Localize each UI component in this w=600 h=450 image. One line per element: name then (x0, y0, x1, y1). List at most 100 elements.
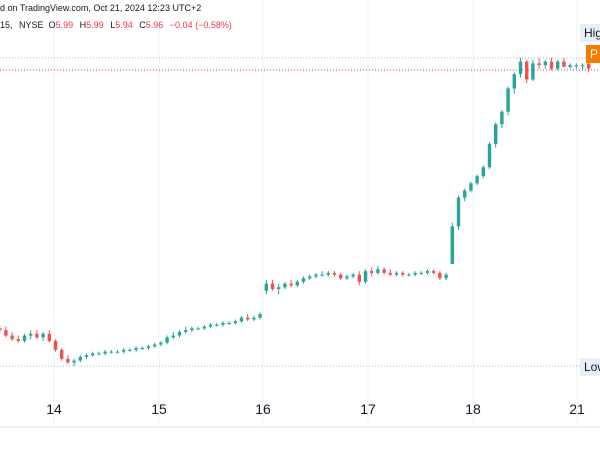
candle (351, 272, 355, 279)
candle (264, 280, 268, 295)
price-badge: P (586, 45, 600, 63)
candle-body (295, 281, 299, 286)
candle-body (475, 176, 479, 184)
candle (258, 312, 262, 320)
candle-body (283, 283, 287, 288)
candle (494, 122, 498, 148)
candle (345, 274, 349, 281)
candle-body (4, 330, 8, 336)
candle (66, 355, 70, 365)
candle-body (543, 61, 547, 66)
candle (159, 340, 163, 347)
high-label: H (79, 20, 87, 30)
candle (512, 72, 516, 94)
candle-body (413, 272, 417, 275)
x-tick-label: 15 (151, 401, 167, 417)
candle-body (518, 61, 523, 75)
candle-body (22, 335, 27, 341)
candle (469, 181, 473, 193)
candle (165, 335, 169, 345)
change-value: −0.04 (−0.58%) (169, 20, 232, 30)
candle (283, 281, 287, 289)
candle-body (227, 323, 231, 325)
candle (41, 331, 45, 341)
low-badge: Low (580, 358, 600, 376)
x-tick-label: 17 (360, 401, 376, 417)
grid-lines (53, 0, 578, 427)
candle (463, 188, 467, 202)
candle (103, 349, 107, 356)
candle-body (16, 339, 20, 341)
candle-body (72, 360, 76, 363)
candle-body (103, 351, 107, 354)
high-badge: High (580, 24, 600, 42)
candle-body (363, 271, 368, 282)
candle (177, 330, 182, 338)
candle-body (171, 335, 175, 338)
low-label: L (110, 20, 116, 30)
candle-body (432, 271, 436, 273)
x-tick-label: 16 (255, 401, 271, 417)
candle (500, 109, 504, 128)
candle (419, 271, 423, 275)
candle (568, 63, 572, 69)
exchange-label: NYSE (19, 20, 44, 30)
candle (289, 280, 293, 288)
candle (208, 323, 213, 329)
candle-body (239, 317, 244, 322)
candle (10, 331, 14, 341)
candle-body (425, 271, 430, 273)
candle-body (277, 287, 281, 289)
candle-body (450, 226, 454, 264)
candle (35, 330, 39, 340)
candle (109, 349, 113, 354)
candle (370, 267, 374, 277)
candle-body (246, 317, 250, 320)
candle-body (252, 317, 256, 320)
candle (270, 280, 275, 291)
candle-body (134, 348, 138, 350)
candle (562, 58, 566, 67)
candle-body (351, 274, 355, 277)
candle-body (78, 357, 82, 361)
candle-body (401, 272, 405, 275)
candle-body (481, 167, 485, 177)
candle-body (35, 333, 39, 338)
candle (537, 58, 541, 69)
candle-body (190, 328, 194, 331)
candle (22, 333, 27, 343)
candle (301, 276, 306, 284)
candle-body (326, 272, 330, 275)
candle (4, 326, 8, 338)
candle (215, 323, 219, 327)
candle (481, 165, 485, 178)
candle-body (66, 358, 70, 363)
candle-body (109, 351, 113, 353)
candle (0, 324, 2, 334)
candle (246, 314, 250, 322)
candle (413, 271, 417, 277)
candle-body (84, 355, 89, 358)
candle-body (444, 274, 448, 279)
candles (0, 58, 591, 366)
ohlc-legend: 15, NYSE O5.99 H5.99 L5.94 C5.96 −0.04 (… (0, 20, 232, 30)
candle-body (376, 269, 380, 273)
candle (122, 348, 126, 354)
candle (456, 195, 461, 230)
candle (134, 346, 138, 352)
candle-body (202, 326, 206, 329)
candle (16, 335, 20, 343)
candle-body (562, 61, 566, 67)
candle-body (264, 283, 268, 291)
candle-body (159, 342, 163, 345)
candle-body (165, 337, 169, 343)
candle (475, 174, 479, 186)
candle (29, 330, 33, 340)
candle (308, 274, 312, 281)
candle-body (512, 74, 516, 89)
candle-body (419, 272, 423, 274)
candle (202, 324, 206, 331)
candle (587, 63, 591, 73)
candle-body (345, 276, 349, 279)
